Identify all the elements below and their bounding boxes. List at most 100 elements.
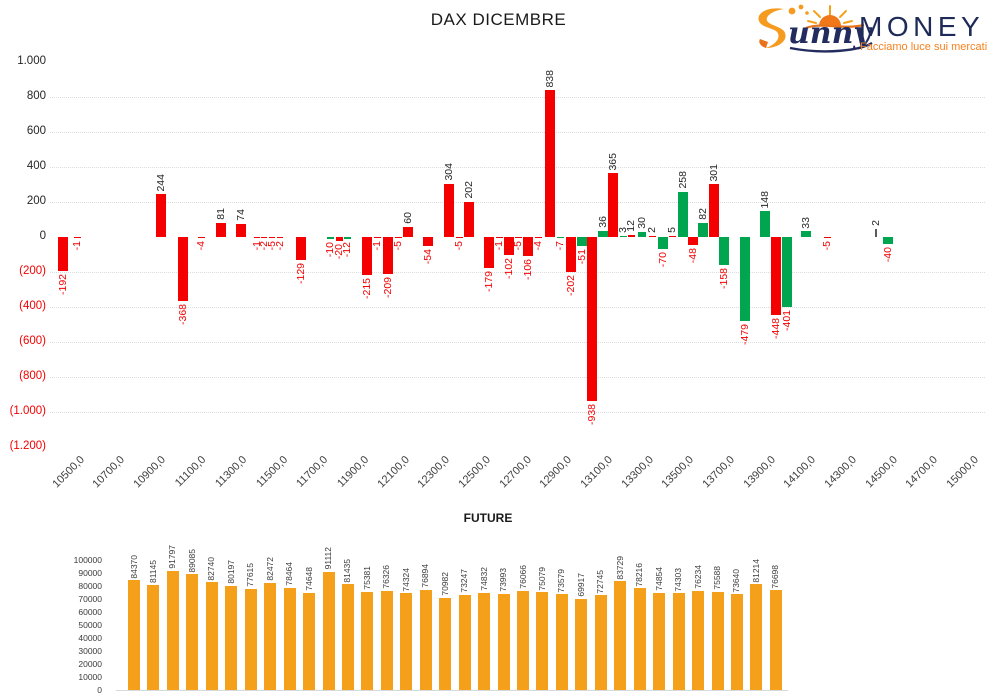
data-bar <box>303 592 316 690</box>
data-label: 74324 <box>401 568 411 592</box>
data-bar <box>740 237 750 321</box>
data-bar <box>458 594 471 690</box>
data-label: 77615 <box>245 563 256 587</box>
data-label: 70982 <box>440 572 450 596</box>
data-label: 74303 <box>673 568 684 592</box>
data-bar <box>709 184 719 237</box>
data-bar <box>594 595 607 690</box>
data-bar <box>128 580 140 690</box>
data-bar <box>216 222 226 237</box>
data-label: 78216 <box>634 562 645 587</box>
data-label-text: 76234 <box>692 565 703 589</box>
data-label: 73993 <box>498 568 509 592</box>
data-label-text: 82472 <box>264 557 275 581</box>
data-label: 73579 <box>556 569 567 593</box>
y-tick-label: 10000 <box>78 672 102 682</box>
data-label-text: 73993 <box>498 568 509 592</box>
data-bar <box>495 237 503 238</box>
y-tick-label: 200 <box>26 195 46 207</box>
data-bar <box>326 237 334 239</box>
data-label: 75381 <box>362 566 372 590</box>
data-bar <box>264 582 277 690</box>
y-tick-label: 800 <box>26 90 46 102</box>
data-bar <box>497 593 510 690</box>
data-label-text: 74648 <box>303 567 314 591</box>
y-tick-label: 600 <box>26 125 46 137</box>
grid-line <box>50 97 985 98</box>
data-label: 82472 <box>265 557 275 581</box>
data-bar <box>534 237 542 238</box>
data-bar <box>335 237 343 241</box>
data-label: 81214 <box>751 559 761 583</box>
grid-line <box>50 307 985 308</box>
brand-logo: unny MONEY Facciamo luce sui mercati <box>746 2 994 56</box>
y-tick-label: (800) <box>19 370 46 382</box>
data-bar <box>261 237 267 238</box>
data-label-text: 78216 <box>634 562 645 587</box>
data-label-text: 91797 <box>167 545 178 569</box>
data-bar <box>658 237 668 250</box>
sunny-money-logo-graphic: unny MONEY Facciamo luce sui mercati <box>758 4 987 53</box>
data-bar <box>341 584 354 690</box>
data-bar <box>587 237 597 402</box>
data-bar <box>73 237 81 238</box>
data-bar <box>254 237 260 238</box>
data-label: 76066 <box>518 565 528 589</box>
data-label: 78464 <box>284 562 295 586</box>
data-label-text: 75588 <box>712 566 722 590</box>
grid-line <box>50 202 985 203</box>
data-bar <box>883 237 893 244</box>
data-bar <box>614 581 627 690</box>
logo-tagline: Facciamo luce sui mercati <box>860 41 987 53</box>
data-label-text: 81145 <box>147 559 158 583</box>
data-bar <box>147 584 160 690</box>
data-bar <box>178 237 188 302</box>
data-bar <box>478 592 491 690</box>
data-label-text: 91112 <box>323 547 333 570</box>
data-label: 72745 <box>595 570 606 594</box>
data-bar <box>225 585 238 690</box>
y-tick-label: 90000 <box>78 568 102 578</box>
data-bar <box>484 237 494 269</box>
data-bar <box>439 597 452 690</box>
data-bar <box>653 592 666 690</box>
data-bar <box>627 234 635 237</box>
data-bar <box>517 591 529 690</box>
data-bar <box>373 237 381 238</box>
data-label: 84370 <box>129 555 139 579</box>
logo-word-money: MONEY <box>859 11 984 42</box>
data-bar <box>750 584 763 690</box>
data-bar <box>504 237 514 255</box>
data-bar <box>444 183 454 237</box>
logo-dot-icon <box>805 11 809 15</box>
data-bar <box>801 231 811 237</box>
data-label-text: 76326 <box>381 565 392 589</box>
data-bar <box>244 589 257 690</box>
y-tick-label: (400) <box>19 300 46 312</box>
data-bar <box>400 593 413 690</box>
grid-line <box>50 272 985 273</box>
data-label: 91797 <box>167 545 178 569</box>
data-bar <box>575 599 588 690</box>
data-bar <box>394 237 402 238</box>
data-bar <box>598 230 608 237</box>
data-label-text: 80197 <box>225 560 236 584</box>
data-label-text: 84370 <box>128 554 139 579</box>
data-bar <box>205 582 218 690</box>
y-tick-label: 1.000 <box>17 55 46 67</box>
data-bar <box>380 590 393 690</box>
data-bar <box>277 237 283 238</box>
data-label: 73640 <box>731 568 742 593</box>
data-label-text: 76066 <box>517 565 528 590</box>
y-tick-label: 30000 <box>78 646 102 656</box>
data-bar <box>769 590 782 690</box>
data-bar <box>608 173 618 237</box>
logo-dot-icon <box>798 4 804 10</box>
data-bar <box>648 236 656 237</box>
logo-word-sunny-rest: unny <box>788 16 873 51</box>
data-label-text: 73640 <box>731 568 742 593</box>
data-label-text: 74324 <box>400 567 411 592</box>
data-bar <box>668 236 676 237</box>
data-bar <box>523 237 533 256</box>
